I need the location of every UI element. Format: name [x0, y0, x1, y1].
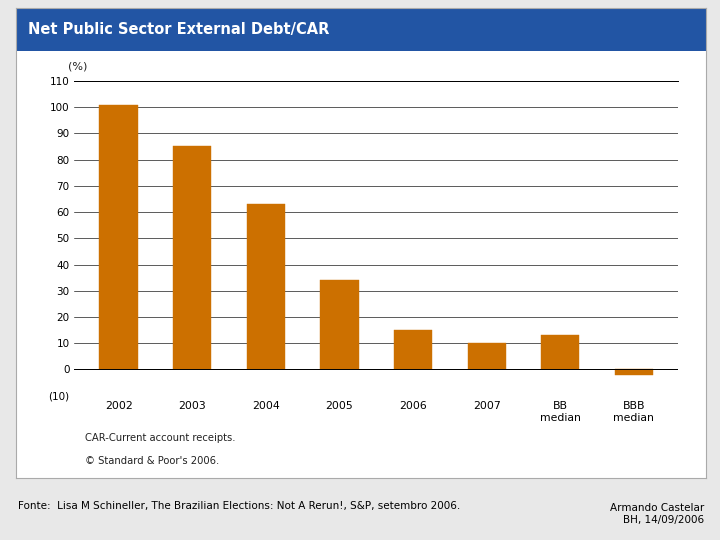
Bar: [320, 280, 359, 369]
Text: Armando Castelar
BH, 14/09/2006: Armando Castelar BH, 14/09/2006: [610, 503, 704, 525]
Text: CAR-Current account receipts.: CAR-Current account receipts.: [85, 433, 235, 443]
Bar: [615, 369, 653, 375]
Bar: [16, 8, 706, 51]
Bar: [541, 335, 580, 369]
Bar: [99, 105, 138, 369]
Text: (%): (%): [68, 62, 87, 72]
Bar: [394, 330, 432, 369]
Text: Fonte:  Lisa M Schineller, The Brazilian Elections: Not A Rerun!, S&P, setembro : Fonte: Lisa M Schineller, The Brazilian …: [18, 501, 460, 511]
Text: Net Public Sector External Debt/CAR: Net Public Sector External Debt/CAR: [28, 22, 330, 37]
Bar: [247, 204, 285, 369]
Text: © Standard & Poor's 2006.: © Standard & Poor's 2006.: [85, 456, 219, 467]
Bar: [173, 146, 212, 369]
Bar: [467, 343, 505, 369]
